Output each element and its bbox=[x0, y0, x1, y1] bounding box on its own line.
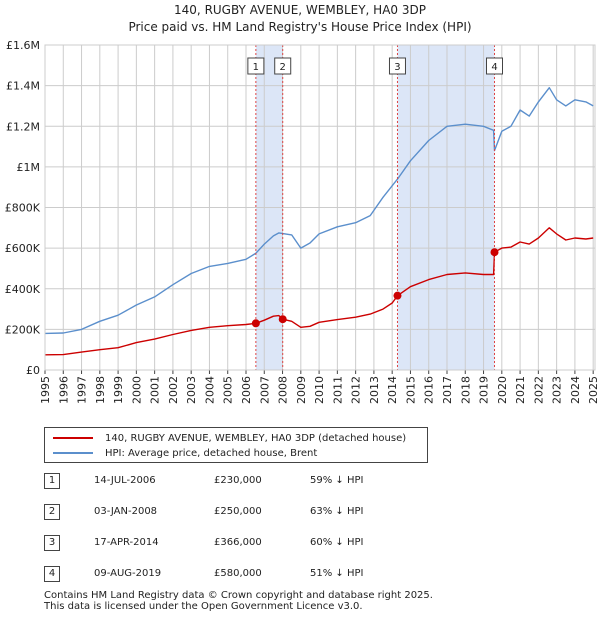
x-tick-label: 2012 bbox=[350, 376, 363, 404]
y-tick-label: £1.4M bbox=[6, 80, 40, 93]
transaction-date: 17-APR-2014 bbox=[94, 537, 159, 548]
x-tick-label: 2000 bbox=[130, 376, 143, 404]
transaction-point bbox=[251, 319, 260, 328]
transaction-number-badge: 3 bbox=[44, 535, 60, 551]
transaction-price: £580,000 bbox=[214, 568, 262, 579]
x-tick-label: 2020 bbox=[496, 376, 509, 404]
property-price-line bbox=[44, 227, 594, 356]
table-row: 4 09-AUG-2019 £580,000 51% ↓ HPI bbox=[44, 566, 444, 584]
plot-area-border bbox=[44, 44, 596, 371]
x-tick-label: 2013 bbox=[368, 376, 381, 404]
legend-item-property: 140, RUGBY AVENUE, WEMBLEY, HA0 3DP (det… bbox=[53, 431, 406, 445]
x-tick-label: 2015 bbox=[404, 376, 417, 404]
x-tick-label: 2008 bbox=[277, 376, 290, 404]
transaction-label-box bbox=[247, 57, 265, 75]
hpi-line bbox=[44, 87, 594, 335]
transaction-point bbox=[278, 315, 287, 324]
x-tick-label: 2017 bbox=[441, 376, 454, 404]
x-tick-label: 1996 bbox=[57, 376, 70, 404]
table-row: 3 17-APR-2014 £366,000 60% ↓ HPI bbox=[44, 535, 444, 553]
x-tick-label: 2009 bbox=[295, 376, 308, 404]
y-tick-label: £600K bbox=[5, 242, 41, 255]
transaction-date: 03-JAN-2008 bbox=[94, 506, 158, 517]
x-tick-label: 1997 bbox=[76, 376, 89, 404]
x-tick-label: 2016 bbox=[423, 376, 436, 404]
transaction-date: 09-AUG-2019 bbox=[94, 568, 162, 579]
price-chart: 140, RUGBY AVENUE, WEMBLEY, HA0 3DP Pric… bbox=[5, 3, 600, 404]
x-tick-label: 2024 bbox=[569, 376, 582, 404]
chart-subtitle: Price paid vs. HM Land Registry's House … bbox=[128, 20, 471, 34]
x-tick-label: 1995 bbox=[39, 376, 52, 404]
legend-swatch-property bbox=[53, 437, 93, 439]
transaction-price: £250,000 bbox=[214, 506, 262, 517]
transaction-label-box bbox=[486, 57, 504, 75]
x-tick-label: 2023 bbox=[551, 376, 564, 404]
x-tick-label: 2019 bbox=[478, 376, 491, 404]
footer-line-licence: This data is licensed under the Open Gov… bbox=[44, 601, 363, 612]
y-tick-label: £1.2M bbox=[6, 120, 40, 133]
x-tick-label: 2011 bbox=[331, 376, 344, 404]
transaction-number-badge: 2 bbox=[44, 504, 60, 520]
transaction-number-badge: 1 bbox=[44, 473, 60, 489]
x-tick-label: 2005 bbox=[222, 376, 235, 404]
transaction-hpi-diff: 51% ↓ HPI bbox=[310, 568, 364, 579]
x-tick-label: 2002 bbox=[167, 376, 180, 404]
table-row: 2 03-JAN-2008 £250,000 63% ↓ HPI bbox=[44, 504, 444, 522]
x-tick-label: 2022 bbox=[532, 376, 545, 404]
transaction-label: 4 bbox=[491, 62, 497, 73]
transaction-label-box bbox=[388, 57, 406, 75]
footer-line-copyright: Contains HM Land Registry data © Crown c… bbox=[44, 590, 433, 601]
y-tick-label: £800K bbox=[5, 202, 41, 215]
x-tick-label: 2001 bbox=[149, 376, 162, 404]
transaction-label-box bbox=[274, 57, 292, 75]
legend-label-property: 140, RUGBY AVENUE, WEMBLEY, HA0 3DP (det… bbox=[105, 432, 407, 444]
x-tick-label: 2014 bbox=[386, 376, 399, 404]
transaction-number-badge: 4 bbox=[44, 566, 60, 582]
transaction-date: 14-JUL-2006 bbox=[94, 475, 156, 486]
transaction-hpi-diff: 59% ↓ HPI bbox=[310, 475, 364, 486]
y-tick-label: £400K bbox=[5, 283, 41, 296]
x-tick-label: 1998 bbox=[94, 376, 107, 404]
legend-swatch-hpi bbox=[53, 452, 93, 454]
transaction-hpi-diff: 63% ↓ HPI bbox=[310, 506, 364, 517]
legend-item-hpi: HPI: Average price, detached house, Bren… bbox=[53, 446, 317, 460]
x-tick-label: 2018 bbox=[459, 376, 472, 404]
transaction-label: 3 bbox=[394, 62, 400, 73]
table-row: 1 14-JUL-2006 £230,000 59% ↓ HPI bbox=[44, 473, 444, 491]
x-tick-label: 2003 bbox=[185, 376, 198, 404]
x-tick-label: 2025 bbox=[587, 376, 600, 404]
x-tick-label: 1999 bbox=[112, 376, 125, 404]
x-tick-label: 2004 bbox=[203, 376, 216, 404]
footer-attribution: Contains HM Land Registry data © Crown c… bbox=[44, 590, 433, 612]
x-tick-label: 2010 bbox=[313, 376, 326, 404]
transaction-hpi-diff: 60% ↓ HPI bbox=[310, 537, 364, 548]
transaction-label: 2 bbox=[280, 62, 286, 73]
x-tick-label: 2006 bbox=[240, 376, 253, 404]
transaction-point bbox=[490, 248, 499, 257]
y-tick-label: £1.6M bbox=[6, 39, 40, 52]
y-tick-label: £200K bbox=[5, 323, 41, 336]
transaction-price: £366,000 bbox=[214, 537, 262, 548]
x-tick-label: 2021 bbox=[514, 376, 527, 404]
transaction-label: 1 bbox=[253, 62, 259, 73]
chart-title: 140, RUGBY AVENUE, WEMBLEY, HA0 3DP bbox=[174, 3, 426, 17]
chart-legend: 140, RUGBY AVENUE, WEMBLEY, HA0 3DP (det… bbox=[44, 427, 428, 463]
transaction-price: £230,000 bbox=[214, 475, 262, 486]
y-tick-label: £0 bbox=[26, 364, 40, 377]
x-tick-label: 2007 bbox=[258, 376, 271, 404]
y-tick-label: £1M bbox=[17, 161, 41, 174]
transaction-point bbox=[393, 291, 402, 300]
legend-label-hpi: HPI: Average price, detached house, Bren… bbox=[105, 447, 318, 459]
